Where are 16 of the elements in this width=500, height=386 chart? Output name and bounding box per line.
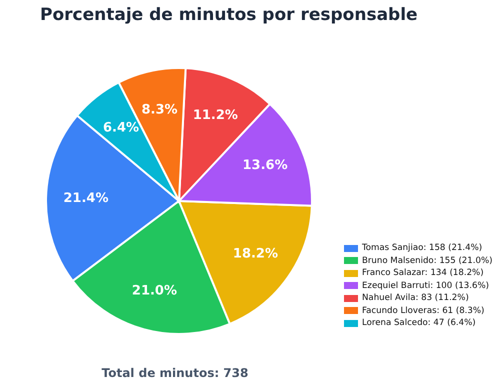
legend-label: Tomas Sanjiao: 158 (21.4%)	[362, 243, 482, 254]
legend-label: Franco Salazar: 134 (18.2%)	[362, 268, 484, 278]
legend-label: Facundo Lloveras: 61 (8.3%)	[362, 306, 484, 316]
data-label: 21.4%	[63, 191, 108, 206]
data-label: 21.0%	[132, 283, 178, 298]
data-label: 11.2%	[192, 108, 238, 123]
legend-label: Bruno Malsenido: 155 (21.0%)	[362, 256, 492, 266]
data-label: 18.2%	[232, 246, 278, 262]
data-label: 8.3%	[142, 102, 178, 118]
legend-label: Nahuel Avila: 83 (11.2%)	[362, 293, 469, 304]
legend-label: Lorena Salcedo: 47 (6.4%)	[362, 318, 476, 328]
data-label: 13.6%	[242, 158, 288, 174]
text: Total de minutos: 738	[100, 366, 250, 380]
data-label: 6.4%	[103, 120, 140, 136]
chart-title: Porcentaje de minutos por responsable	[40, 5, 418, 25]
legend-label: Ezequiel Barruti: 100 (13.6%)	[362, 280, 489, 291]
